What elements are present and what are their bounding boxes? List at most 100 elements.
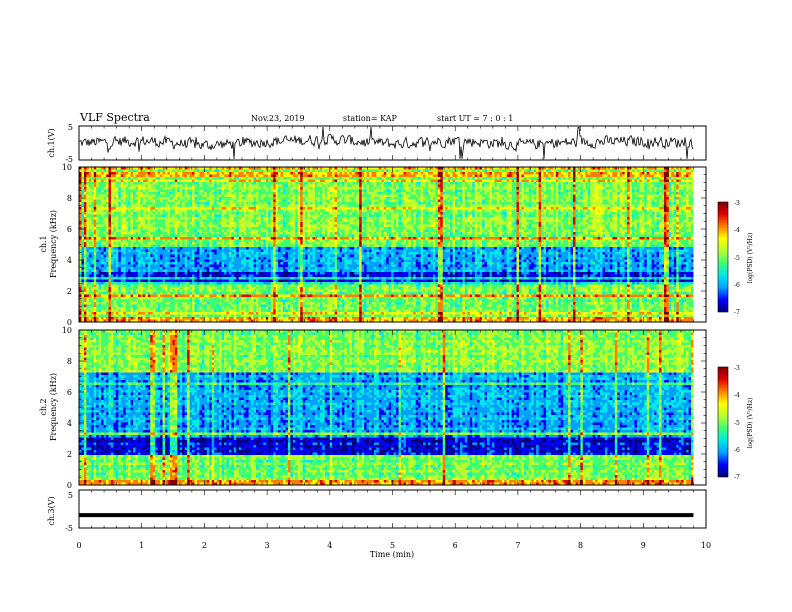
spectrogram-cell — [573, 212, 576, 215]
spectrogram-cell — [386, 172, 390, 175]
spectrogram-cell — [211, 209, 215, 213]
spectrogram-cell — [297, 177, 301, 180]
spectrogram-cell — [501, 187, 505, 190]
spectrogram-cell — [278, 189, 281, 193]
spectrogram-cell — [238, 194, 242, 198]
spectrogram-cell — [565, 209, 569, 213]
spectrogram-cell — [251, 174, 254, 178]
spectrogram-cell — [216, 184, 220, 188]
spectrogram-cell — [504, 174, 508, 178]
spectrogram-cell — [641, 194, 645, 198]
spectrogram-cell — [115, 167, 119, 170]
spectrogram-cell — [302, 177, 306, 180]
spectrogram-cell — [329, 182, 333, 185]
spectrogram-cell — [479, 189, 483, 193]
spectrogram-cell — [270, 182, 274, 185]
spectrogram-cell — [243, 194, 247, 198]
spectrogram-cell — [590, 207, 594, 210]
spectrogram-cell — [457, 204, 461, 208]
spectrogram-cell — [319, 179, 323, 183]
spectrogram-cell — [302, 167, 306, 170]
spectrogram-cell — [243, 197, 247, 200]
spectrogram-cell — [452, 197, 456, 200]
spectrogram-cell — [506, 174, 510, 178]
spectrogram-cell — [403, 207, 407, 210]
spectrogram-cell — [580, 192, 584, 195]
spectrogram-cell — [133, 169, 136, 173]
spectrogram-cell — [137, 189, 141, 193]
spectrogram-cell — [440, 202, 444, 205]
spectrogram-cell — [93, 207, 97, 210]
spectrogram-cell — [361, 187, 365, 190]
spectrogram-cell — [302, 194, 306, 198]
spectrogram-cell — [597, 204, 601, 208]
spectrogram-cell — [83, 212, 87, 215]
spectrogram-cell — [295, 197, 299, 200]
spectrogram-cell — [607, 177, 611, 180]
spectrogram-cell — [582, 212, 586, 215]
spectrogram-cell — [420, 179, 424, 183]
spectrogram-cell — [196, 212, 200, 215]
spectrogram-cell — [590, 192, 594, 195]
spectrogram-cell — [435, 212, 439, 215]
spectrogram-cell — [479, 197, 483, 200]
spectrogram-cell — [531, 184, 535, 188]
spectrogram-cell — [120, 212, 124, 215]
spectrogram-cell — [403, 174, 407, 178]
spectrogram-cell — [673, 209, 677, 213]
spectrogram-cell — [418, 187, 422, 190]
spectrogram-cell — [383, 174, 387, 178]
spectrogram-cell — [329, 202, 333, 205]
spectrogram-cell — [305, 189, 308, 193]
spectrogram-cell — [418, 169, 422, 173]
spectrogram-cell — [624, 192, 628, 195]
spectrogram-cell — [585, 204, 589, 208]
spectrogram-cell — [226, 184, 230, 188]
spectrogram-cell — [381, 169, 385, 173]
spectrogram-cell — [101, 189, 104, 193]
spectrogram-cell — [400, 174, 404, 178]
spectrogram-cell — [300, 177, 304, 180]
spectrogram-cell — [413, 209, 417, 213]
spectrogram-cell — [187, 182, 190, 185]
spectrogram-cell — [209, 209, 213, 213]
spectrogram-cell — [228, 212, 232, 215]
spectrogram-cell — [604, 212, 608, 215]
spectrogram-cell — [287, 214, 291, 218]
spectrogram-cell — [373, 169, 377, 173]
spectrogram-cell — [553, 187, 557, 190]
spectrogram-cell — [209, 169, 213, 173]
spectrogram-cell — [455, 207, 458, 210]
spectrogram-cell — [619, 192, 623, 195]
spectrogram-cell — [383, 169, 387, 173]
spectrogram-cell — [182, 192, 186, 195]
spectrogram-cell — [142, 169, 146, 173]
spectrogram-cell — [435, 209, 439, 213]
spectrogram-cell — [219, 179, 222, 183]
spectrogram-cell — [214, 204, 218, 208]
spectrogram-cell — [329, 212, 333, 215]
spectrogram-cell — [536, 167, 540, 170]
spectrogram-cell — [523, 174, 527, 178]
spectrogram-cell — [236, 167, 240, 170]
spectrogram-cell — [263, 194, 267, 198]
spectrogram-cell — [526, 169, 530, 173]
spectrogram-cell — [521, 167, 525, 170]
spectrogram-cell — [221, 189, 225, 193]
spectrogram-cell — [155, 209, 159, 213]
spectrogram-cell — [474, 179, 478, 183]
spectrogram-cell — [226, 174, 230, 178]
spectrogram-cell — [410, 207, 414, 210]
spectrogram-cell — [661, 184, 665, 188]
spectrogram-cell — [538, 209, 542, 213]
spectrogram-cell — [255, 189, 259, 193]
spectrogram-cell — [248, 212, 252, 215]
spectrogram-cell — [106, 207, 109, 210]
spectrogram-cell — [101, 174, 104, 178]
spectrogram-cell — [691, 212, 694, 215]
spectrogram-cell — [332, 189, 336, 193]
spectrogram-cell — [238, 182, 242, 185]
spectrogram-cell — [479, 182, 483, 185]
spectrogram-cell — [150, 212, 154, 215]
spectrogram-cell — [491, 179, 495, 183]
